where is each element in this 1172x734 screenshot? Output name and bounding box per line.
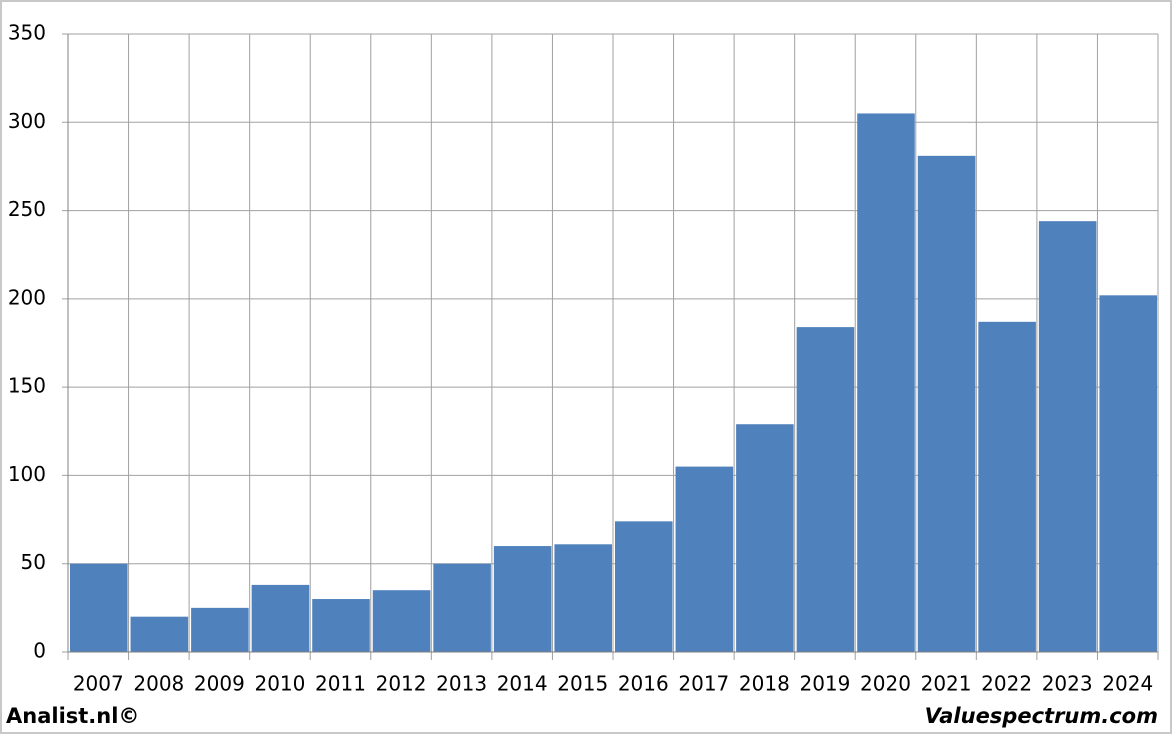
bar [736, 424, 794, 652]
footer-right: Valuespectrum.com [925, 704, 1158, 728]
bar [796, 327, 855, 652]
x-tick-label: 2014 [497, 672, 548, 696]
x-tick-label: 2012 [376, 672, 427, 696]
x-tick-label: 2015 [557, 672, 608, 696]
y-tick-label: 250 [8, 197, 46, 221]
y-tick-label: 50 [21, 550, 46, 574]
x-tick-label: 2022 [981, 672, 1032, 696]
bar [917, 155, 976, 652]
y-tick-label: 350 [8, 21, 46, 45]
x-tick-label: 2013 [436, 672, 487, 696]
bar [675, 466, 734, 652]
x-tick-label: 2019 [799, 672, 850, 696]
bar [1099, 295, 1157, 652]
bar [978, 321, 1036, 652]
x-tick-label: 2020 [860, 672, 911, 696]
x-tick-label: 2021 [921, 672, 972, 696]
bar [493, 546, 552, 652]
bar [130, 616, 189, 652]
x-tick-label: 2023 [1042, 672, 1093, 696]
bar [70, 563, 128, 652]
x-tick-label: 2011 [315, 672, 366, 696]
bar [191, 607, 249, 652]
bar [554, 544, 612, 652]
y-tick-label: 0 [33, 639, 46, 663]
bar [312, 599, 370, 652]
x-tick-label: 2007 [73, 672, 124, 696]
bar [372, 590, 431, 652]
y-tick-label: 150 [8, 374, 46, 398]
bar [1038, 221, 1097, 652]
bar [615, 521, 673, 652]
bar [251, 584, 310, 652]
x-tick-label: 2018 [739, 672, 790, 696]
x-tick-label: 2008 [133, 672, 184, 696]
bar [433, 563, 491, 652]
x-tick-label: 2010 [254, 672, 305, 696]
y-tick-label: 300 [8, 109, 46, 133]
y-tick-label: 200 [8, 285, 46, 309]
footer-left: Analist.nl© [6, 704, 139, 728]
x-tick-label: 2016 [618, 672, 669, 696]
x-tick-label: 2017 [678, 672, 729, 696]
x-tick-label: 2009 [194, 672, 245, 696]
bar [857, 113, 915, 652]
x-tick-label: 2024 [1102, 672, 1153, 696]
y-tick-label: 100 [8, 462, 46, 486]
